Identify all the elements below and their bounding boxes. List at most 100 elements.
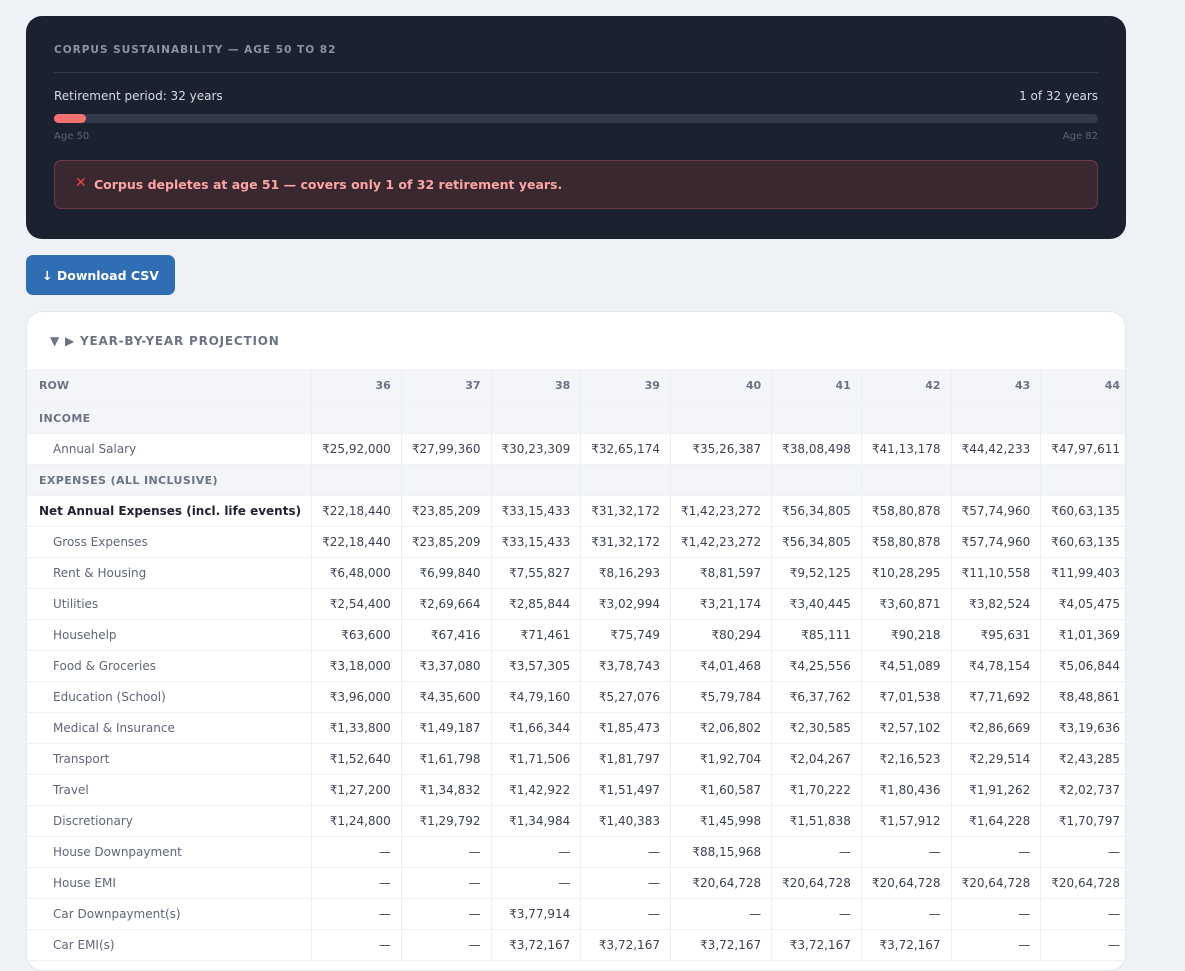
cell: ₹1,64,228 bbox=[951, 805, 1042, 837]
cell: ₹1,80,436 bbox=[861, 774, 952, 806]
cell: — bbox=[861, 898, 952, 930]
cell: ₹3,72,167 bbox=[580, 929, 671, 961]
cell: ₹11,99,403 bbox=[1040, 557, 1125, 589]
cell: — bbox=[951, 898, 1042, 930]
cell: ₹1,70,797 bbox=[1040, 805, 1125, 837]
column-header: 37 bbox=[401, 369, 492, 403]
cell: ₹47,97,611 bbox=[1040, 433, 1125, 465]
cell: ₹1,71,506 bbox=[491, 743, 582, 775]
cell: — bbox=[1040, 836, 1125, 868]
cell: ₹10,28,295 bbox=[861, 557, 952, 589]
row-label: House Downpayment bbox=[27, 836, 313, 868]
cell: ₹1,42,23,272 bbox=[670, 526, 773, 558]
cell: ₹1,51,838 bbox=[771, 805, 862, 837]
page: CORPUS SUSTAINABILITY — AGE 50 TO 82 Ret… bbox=[26, 16, 1126, 971]
cell: ₹75,749 bbox=[580, 619, 671, 651]
column-header: 40 bbox=[670, 369, 773, 403]
cell: ₹23,85,209 bbox=[401, 495, 492, 527]
cell: ₹32,65,174 bbox=[580, 433, 671, 465]
row-label: Food & Groceries bbox=[27, 650, 313, 682]
cell: ₹4,25,556 bbox=[771, 650, 862, 682]
cell bbox=[311, 464, 402, 496]
table-row: Rent & Housing ₹6,48,000 ₹6,99,840 ₹7,55,82… bbox=[27, 557, 1125, 589]
cell bbox=[861, 464, 952, 496]
cell bbox=[580, 402, 671, 434]
table-row: Househelp ₹63,600 ₹67,416 ₹71,461 ₹75,749 ₹80… bbox=[27, 619, 1125, 651]
cell bbox=[580, 464, 671, 496]
cell: ₹27,99,360 bbox=[401, 433, 492, 465]
cell: ₹2,43,285 bbox=[1040, 743, 1125, 775]
row-label: Gross Expenses bbox=[27, 526, 313, 558]
table-row: House EMI — — — — ₹20,64,728 ₹20,64,728 ₹20,64,… bbox=[27, 867, 1125, 899]
cell: ₹3,18,000 bbox=[311, 650, 402, 682]
cell: ₹80,294 bbox=[670, 619, 773, 651]
cell: ₹1,40,383 bbox=[580, 805, 671, 837]
cell: ₹44,42,233 bbox=[951, 433, 1042, 465]
cell: ₹8,81,597 bbox=[670, 557, 773, 589]
cell: ₹3,96,000 bbox=[311, 681, 402, 713]
cell: ₹33,15,433 bbox=[491, 526, 582, 558]
cell: ₹7,01,538 bbox=[861, 681, 952, 713]
row-label: Annual Salary bbox=[27, 433, 313, 465]
panel-title[interactable]: ▼ ▶ YEAR-BY-YEAR PROJECTION bbox=[50, 334, 280, 348]
cell: — bbox=[861, 836, 952, 868]
cell: ₹1,91,262 bbox=[951, 774, 1042, 806]
cell bbox=[491, 464, 582, 496]
cell: ₹1,57,912 bbox=[861, 805, 952, 837]
error-icon: ✕ bbox=[75, 175, 87, 191]
cell bbox=[311, 402, 402, 434]
cell: ₹2,04,267 bbox=[771, 743, 862, 775]
cell: ₹3,57,305 bbox=[491, 650, 582, 682]
cell: ₹88,15,968 bbox=[670, 836, 773, 868]
cell: — bbox=[580, 867, 671, 899]
cell: ₹3,77,914 bbox=[491, 898, 582, 930]
cell: ₹35,26,387 bbox=[670, 433, 773, 465]
cell: ₹2,86,669 bbox=[951, 712, 1042, 744]
column-header: 44 bbox=[1040, 369, 1125, 403]
divider bbox=[54, 72, 1098, 73]
cell: — bbox=[491, 867, 582, 899]
end-age: Age 82 bbox=[1062, 131, 1098, 142]
cell: ₹9,52,125 bbox=[771, 557, 862, 589]
column-header: 41 bbox=[771, 369, 862, 403]
cell: ₹31,32,172 bbox=[580, 495, 671, 527]
cell bbox=[771, 464, 862, 496]
row-label: Car EMI(s) bbox=[27, 929, 313, 961]
cell: ₹3,21,174 bbox=[670, 588, 773, 620]
cell: ₹3,82,524 bbox=[951, 588, 1042, 620]
cell: ₹41,13,178 bbox=[861, 433, 952, 465]
download-button[interactable]: ↓ Download CSV bbox=[26, 255, 175, 295]
cell: ₹3,72,167 bbox=[771, 929, 862, 961]
table-row: EXPENSES (ALL INCLUSIVE) bbox=[27, 464, 1125, 496]
cell: ₹1,24,800 bbox=[311, 805, 402, 837]
cell: ₹1,66,344 bbox=[491, 712, 582, 744]
table-row: House Downpayment — — — — ₹88,15,968— — — — bbox=[27, 836, 1125, 868]
cell: — bbox=[311, 836, 402, 868]
cell: ₹56,34,805 bbox=[771, 495, 862, 527]
cell: ₹30,23,309 bbox=[491, 433, 582, 465]
cell: ₹20,64,728 bbox=[1040, 867, 1125, 899]
table-row: Medical & Insurance ₹1,33,800 ₹1,49,187 ₹1,… bbox=[27, 712, 1125, 744]
progress-track bbox=[54, 114, 1098, 123]
card-title: CORPUS SUSTAINABILITY — AGE 50 TO 82 bbox=[54, 44, 337, 56]
cell bbox=[401, 402, 492, 434]
cell: ₹3,72,167 bbox=[861, 929, 952, 961]
cell: ₹57,74,960 bbox=[951, 526, 1042, 558]
cell: ₹31,32,172 bbox=[580, 526, 671, 558]
column-header: 38 bbox=[491, 369, 582, 403]
cell: ₹4,05,475 bbox=[1040, 588, 1125, 620]
column-header: 36 bbox=[311, 369, 402, 403]
cell: — bbox=[311, 867, 402, 899]
cell: ₹4,01,468 bbox=[670, 650, 773, 682]
cell: — bbox=[951, 836, 1042, 868]
cell: ₹1,52,640 bbox=[311, 743, 402, 775]
cell bbox=[771, 402, 862, 434]
cell: ₹1,42,23,272 bbox=[670, 495, 773, 527]
cell: ₹5,79,784 bbox=[670, 681, 773, 713]
cell: ₹23,85,209 bbox=[401, 526, 492, 558]
cell: ₹8,48,861 bbox=[1040, 681, 1125, 713]
row-label: Travel bbox=[27, 774, 313, 806]
table-row: INCOME bbox=[27, 402, 1125, 434]
cell bbox=[401, 464, 492, 496]
cell: ₹6,48,000 bbox=[311, 557, 402, 589]
